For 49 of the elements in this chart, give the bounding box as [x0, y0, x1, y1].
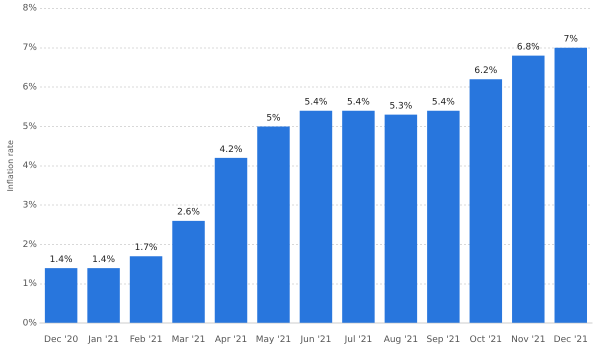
- x-tick-label: Nov '21: [511, 334, 546, 345]
- x-tick-label: Jul '21: [344, 334, 372, 345]
- bar: [300, 110, 332, 323]
- data-label: 6.8%: [516, 42, 540, 52]
- bar: [44, 268, 78, 323]
- x-tick-label: Aug '21: [384, 334, 418, 345]
- bar: [130, 256, 162, 323]
- bar: [87, 268, 120, 323]
- bar: [470, 79, 502, 323]
- data-label: 5%: [266, 113, 282, 124]
- x-tick-label: Jan '21: [87, 334, 119, 345]
- bar: [342, 110, 375, 323]
- bar: [214, 158, 248, 323]
- data-label: 1.4%: [50, 254, 73, 265]
- bar: [172, 220, 205, 323]
- y-tick-label: 2%: [22, 240, 38, 250]
- data-label: 6.2%: [474, 66, 498, 76]
- data-label: 2.6%: [177, 208, 200, 218]
- y-tick-label: 4%: [22, 161, 38, 172]
- x-tick-label: Feb '21: [130, 334, 162, 345]
- data-label: 5.4%: [346, 98, 370, 108]
- bar: [554, 48, 588, 323]
- data-label: 4.2%: [220, 144, 243, 155]
- x-tick-label: Dec '21: [554, 334, 588, 345]
- data-label: 5.3%: [389, 101, 413, 112]
- bar: [427, 110, 460, 323]
- x-tick-label: Sep '21: [426, 334, 460, 345]
- y-axis-title: Inflation rate: [6, 140, 15, 192]
- y-tick-label: 7%: [22, 43, 38, 54]
- data-label: 5.4%: [432, 98, 456, 108]
- x-tick-label: Jun '21: [300, 334, 332, 345]
- data-label: 7%: [564, 34, 578, 45]
- data-label: 1.4%: [92, 254, 116, 265]
- y-tick-label: 0%: [22, 318, 38, 329]
- x-tick-label: Mar '21: [172, 334, 206, 345]
- y-tick-label: 6%: [22, 82, 38, 92]
- x-tick-label: May '21: [256, 334, 292, 345]
- bar: [384, 114, 418, 323]
- data-label: 1.7%: [134, 243, 158, 254]
- data-label: 5.4%: [304, 98, 328, 108]
- bar: [257, 126, 290, 323]
- y-tick-label: 8%: [22, 4, 38, 14]
- bar: [512, 56, 545, 323]
- x-tick-label: Dec '20: [44, 334, 78, 345]
- y-tick-label: 5%: [22, 122, 38, 132]
- x-tick-label: Oct '21: [470, 334, 502, 345]
- y-tick-label: 3%: [22, 200, 38, 210]
- y-tick-label: 1%: [22, 279, 38, 290]
- x-tick-label: Apr '21: [214, 334, 248, 345]
